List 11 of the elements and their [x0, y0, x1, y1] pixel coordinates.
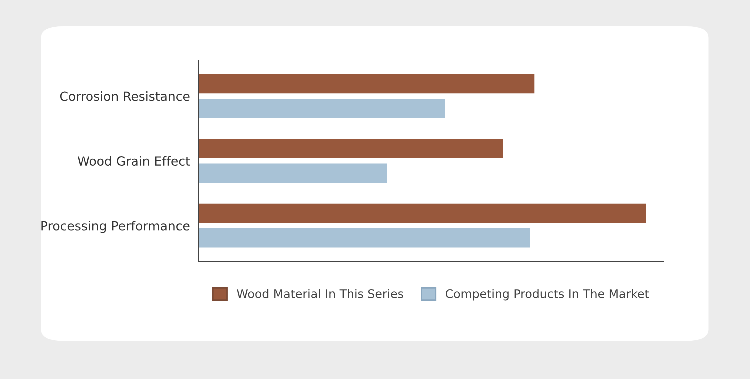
bar — [198, 98, 446, 118]
bar — [198, 139, 504, 158]
y-tick-label: Processing Performance — [42, 221, 190, 234]
bar — [198, 204, 646, 224]
legend-label: Competing Products In The Market — [446, 289, 650, 301]
legend-label: Wood Material In This Series — [237, 289, 404, 298]
bar — [198, 164, 388, 184]
y-tick-label: Corrosion Resistance — [60, 92, 190, 102]
y-tick-label: Wood Grain Effect — [78, 156, 190, 166]
bar — [198, 74, 535, 94]
bar — [198, 228, 530, 248]
